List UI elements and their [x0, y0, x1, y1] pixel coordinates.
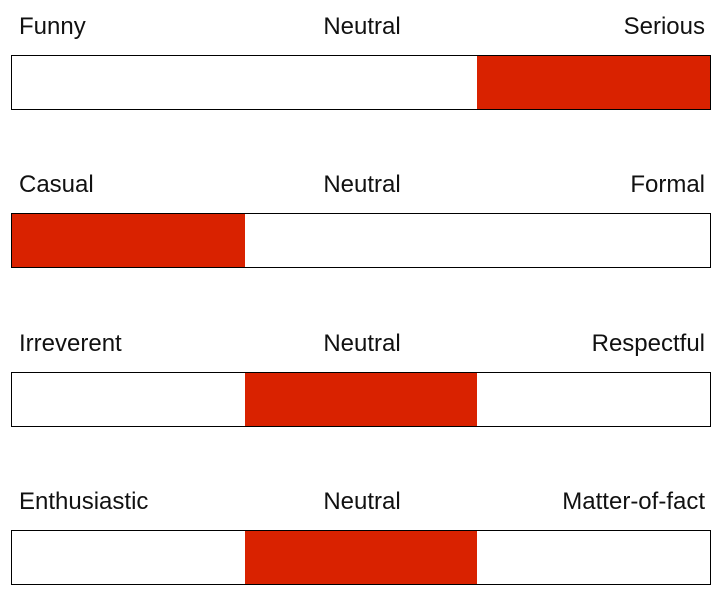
- scale-left-label: Irreverent: [19, 330, 122, 357]
- scale-labels: Funny Neutral Serious: [0, 12, 722, 42]
- scale-bar-fill: [244, 531, 478, 584]
- scale-bar-fill: [244, 373, 478, 426]
- scale-bar[interactable]: [11, 372, 711, 427]
- scale-middle-label: Neutral: [323, 171, 401, 198]
- scale-labels: Casual Neutral Formal: [0, 170, 722, 200]
- tone-scale-casual-formal: Casual Neutral Formal: [0, 170, 722, 280]
- scale-bar-fill: [12, 214, 245, 267]
- scale-right-label: Respectful: [591, 330, 705, 357]
- tone-scale-enthusiastic-matter-of-fact: Enthusiastic Neutral Matter-of-fact: [0, 487, 722, 597]
- scale-bar[interactable]: [11, 55, 711, 110]
- scale-bar[interactable]: [11, 213, 711, 268]
- tone-scale-funny-serious: Funny Neutral Serious: [0, 12, 722, 122]
- scale-right-label: Serious: [623, 13, 705, 40]
- scale-left-label: Funny: [19, 13, 86, 40]
- scale-middle-label: Neutral: [323, 13, 401, 40]
- scale-labels: Enthusiastic Neutral Matter-of-fact: [0, 487, 722, 517]
- tone-scale-irreverent-respectful: Irreverent Neutral Respectful: [0, 329, 722, 439]
- scale-middle-label: Neutral: [323, 330, 401, 357]
- scale-labels: Irreverent Neutral Respectful: [0, 329, 722, 359]
- scale-bar[interactable]: [11, 530, 711, 585]
- scale-middle-label: Neutral: [323, 488, 401, 515]
- scale-right-label: Matter-of-fact: [562, 488, 705, 515]
- scale-right-label: Formal: [630, 171, 705, 198]
- scale-left-label: Enthusiastic: [19, 488, 149, 515]
- scale-left-label: Casual: [19, 171, 94, 198]
- scale-bar-fill: [477, 56, 710, 109]
